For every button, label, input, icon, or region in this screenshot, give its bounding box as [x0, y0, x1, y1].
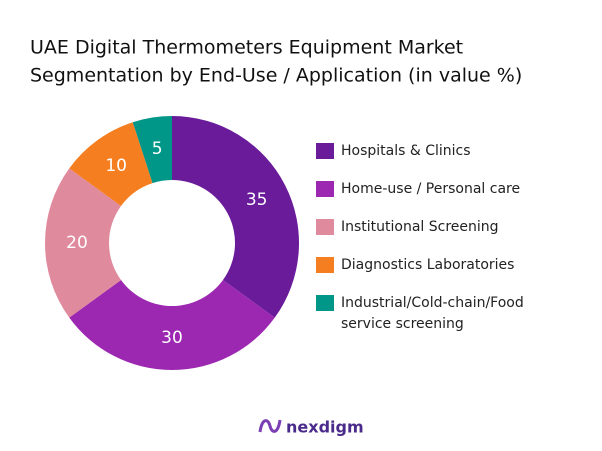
chart-title: Segmentation by End-Use / Application (i…: [30, 65, 522, 87]
brand-icon: [258, 419, 282, 433]
brand-logo: nexdigm: [258, 418, 364, 437]
legend-label: Institutional Screening: [341, 219, 499, 235]
legend-label: Diagnostics Laboratories: [341, 257, 514, 273]
legend-swatch: [316, 143, 334, 159]
legend-swatch: [316, 295, 334, 311]
value-label: 20: [66, 233, 88, 253]
donut-slice: [69, 122, 153, 206]
donut-slice: [172, 116, 299, 318]
legend-swatch: [316, 181, 334, 197]
legend-swatch: [316, 219, 334, 235]
value-label: 30: [161, 328, 183, 348]
legend-label: Industrial/Cold-chain/Food service screen…: [341, 295, 524, 332]
legend-swatch: [316, 257, 334, 273]
legend-label: Home-use / Personal care: [341, 181, 520, 197]
chart-title: UAE Digital Thermometers Equipment Marke…: [30, 37, 463, 59]
donut-slice: [45, 168, 122, 318]
legend-label: Hospitals & Clinics: [341, 143, 471, 159]
value-label: 5: [152, 139, 163, 159]
value-label: 35: [246, 190, 268, 210]
donut-slice: [69, 280, 275, 370]
brand-name: nexdigm: [286, 418, 364, 437]
value-label: 10: [105, 156, 127, 176]
donut-slice: [132, 116, 172, 184]
